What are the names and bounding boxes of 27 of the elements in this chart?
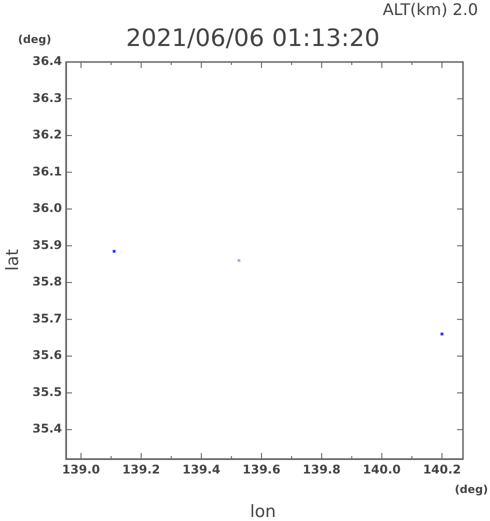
y-tick-label: 36.1 [32, 164, 62, 178]
x-tick-label: 140.0 [362, 462, 401, 476]
point [238, 259, 240, 262]
y-tick-label: 35.4 [32, 422, 62, 436]
chart-title: 2021/06/06 01:13:20 [126, 24, 380, 52]
x-tick-label: 139.8 [302, 462, 341, 476]
x-tick-label: 139.4 [182, 462, 220, 476]
y-tick-label: 36.3 [32, 90, 62, 105]
x-tick-label: 139.0 [62, 462, 100, 476]
point [112, 250, 116, 253]
text: (deg) [454, 483, 488, 496]
y-axis-title: lat [2, 249, 23, 271]
y-tick-label: 35.7 [32, 311, 62, 326]
chart-subtitle: ALT(km) 2.0 [382, 0, 478, 19]
y-tick-label: 36.4 [32, 54, 62, 68]
text: (deg) [18, 33, 52, 46]
x-tick-label: 140.2 [422, 462, 461, 476]
point [440, 332, 444, 336]
y-tick-label: 35.5 [32, 384, 62, 399]
y-tick-label: 36.2 [32, 128, 62, 142]
x-tick-label: 139.2 [122, 462, 160, 476]
y-tick-label: 35.9 [32, 238, 62, 252]
y-tick-label: 35.8 [32, 274, 62, 289]
y-tick-label: 35.6 [32, 348, 62, 362]
y-tick-label: 36.0 [32, 201, 62, 216]
x-axis-title: lon [250, 502, 276, 521]
x-tick-label: 139.6 [242, 462, 280, 476]
